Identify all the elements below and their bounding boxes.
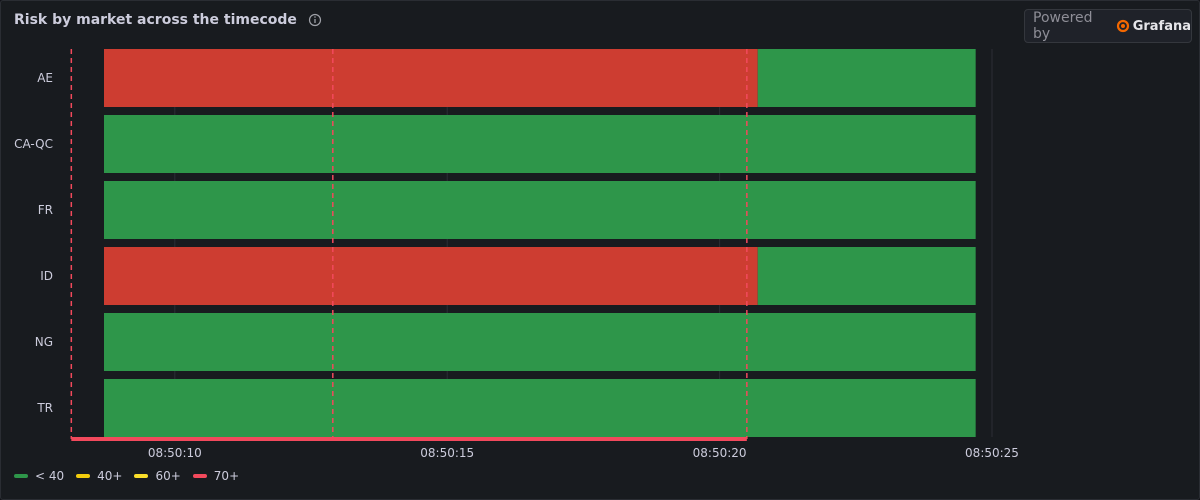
legend-label: 40+ bbox=[97, 469, 123, 483]
legend-label: 60+ bbox=[155, 469, 181, 483]
legend-item[interactable]: 70+ bbox=[192, 469, 240, 483]
row-label: TR bbox=[36, 401, 53, 415]
legend-item[interactable]: < 40 bbox=[14, 469, 64, 483]
legend-swatch bbox=[192, 474, 207, 478]
row-label: ID bbox=[40, 269, 53, 283]
row-label: FR bbox=[38, 203, 53, 217]
panel-title: Risk by market across the timecode bbox=[14, 12, 323, 28]
x-tick-label: 08:50:20 bbox=[693, 446, 747, 460]
legend-swatch bbox=[134, 474, 149, 478]
powered-by-text: Powered by bbox=[1033, 10, 1093, 42]
state-segment bbox=[757, 247, 976, 305]
legend-swatch bbox=[76, 474, 91, 478]
legend: < 40 40+ 60+ 70+ bbox=[14, 469, 239, 483]
state-segment bbox=[757, 49, 976, 107]
legend-item[interactable]: 60+ bbox=[134, 469, 181, 483]
grafana-brand: Grafana bbox=[1116, 19, 1191, 34]
grafana-brand-text: Grafana bbox=[1132, 18, 1191, 34]
state-segment bbox=[104, 115, 976, 173]
state-segment bbox=[104, 247, 758, 305]
state-segment bbox=[104, 379, 976, 437]
panel-title-text: Risk by market across the timecode bbox=[14, 12, 297, 28]
annotation-region bbox=[71, 437, 747, 441]
legend-item[interactable]: 40+ bbox=[76, 469, 122, 483]
state-segment bbox=[104, 181, 976, 239]
legend-label: 70+ bbox=[213, 469, 240, 483]
state-segment bbox=[104, 313, 976, 371]
legend-label: < 40 bbox=[35, 469, 65, 483]
info-icon[interactable] bbox=[307, 12, 323, 28]
row-label: AE bbox=[37, 71, 53, 85]
grafana-logo-icon bbox=[1116, 19, 1129, 33]
x-tick-label: 08:50:10 bbox=[148, 446, 202, 460]
x-tick-label: 08:50:25 bbox=[965, 446, 1019, 460]
powered-by-badge[interactable]: Powered by Grafana bbox=[1024, 9, 1192, 43]
x-tick-label: 08:50:15 bbox=[420, 446, 474, 460]
row-label: CA-QC bbox=[14, 137, 53, 151]
legend-swatch bbox=[14, 474, 28, 478]
state-segment bbox=[104, 49, 758, 107]
row-label: NG bbox=[35, 335, 53, 349]
